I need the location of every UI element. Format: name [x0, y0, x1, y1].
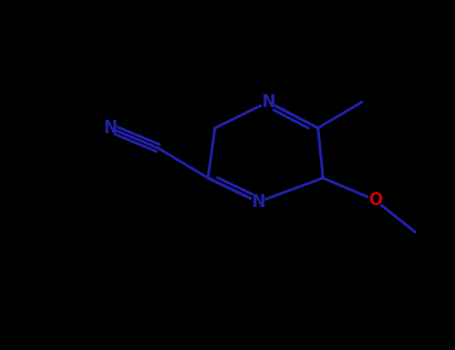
Text: N: N	[251, 193, 265, 211]
Text: N: N	[261, 93, 275, 111]
Circle shape	[369, 194, 382, 206]
Circle shape	[262, 96, 275, 108]
Circle shape	[252, 195, 265, 209]
Circle shape	[103, 121, 116, 135]
Text: O: O	[368, 191, 382, 209]
Text: N: N	[103, 119, 117, 137]
